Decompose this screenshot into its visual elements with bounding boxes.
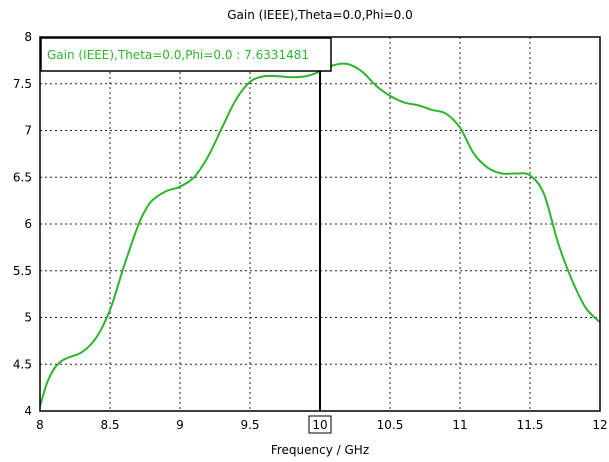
legend-box: Gain (IEEE),Theta=0.0,Phi=0.0 : 7.633148… (40, 37, 332, 72)
x-tick-label: 9.5 (240, 418, 259, 432)
x-axis-label: Frequency / GHz (271, 443, 369, 457)
x-tick-label: 8.5 (100, 418, 119, 432)
marker-value-label: 10 (312, 418, 327, 432)
y-tick-label: 4.5 (13, 357, 32, 371)
chart-title: Gain (IEEE),Theta=0.0,Phi=0.0 (227, 8, 413, 22)
y-tick-labels: 4 4.5 5 5.5 6 6.5 7 7.5 8 (13, 30, 32, 418)
marker-value-box (308, 415, 332, 434)
x-tick-label: 10.5 (377, 418, 404, 432)
y-tick-label: 5.5 (13, 264, 32, 278)
plot-frame (39, 36, 601, 412)
legend-entry: Gain (IEEE),Theta=0.0,Phi=0.0 : 7.633148… (47, 48, 309, 62)
series-line-gain (39, 62, 601, 407)
x-tick-label: 11 (452, 418, 467, 432)
x-tick-label: 12 (592, 418, 607, 432)
y-tick-label: 6 (24, 217, 32, 231)
x-tick-label: 11.5 (517, 418, 544, 432)
x-tick-label: 9 (176, 418, 184, 432)
y-tick-label: 6.5 (13, 170, 32, 184)
series-layer (39, 62, 601, 407)
y-tick-label: 5 (24, 311, 32, 325)
y-tick-label: 8 (24, 30, 32, 44)
y-tick-label: 7.5 (13, 77, 32, 91)
y-tick-label: 7 (24, 124, 32, 138)
x-tick-label: 8 (36, 418, 44, 432)
y-tick-label: 4 (24, 404, 32, 418)
